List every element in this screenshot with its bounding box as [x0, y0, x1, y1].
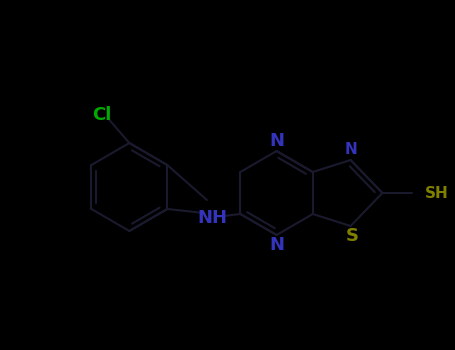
Text: Cl: Cl	[92, 106, 111, 124]
Text: N: N	[269, 132, 284, 150]
Text: N: N	[344, 142, 357, 158]
Text: S: S	[346, 227, 359, 245]
Text: N: N	[269, 236, 284, 254]
Text: SH: SH	[425, 186, 449, 201]
Text: NH: NH	[197, 209, 227, 227]
